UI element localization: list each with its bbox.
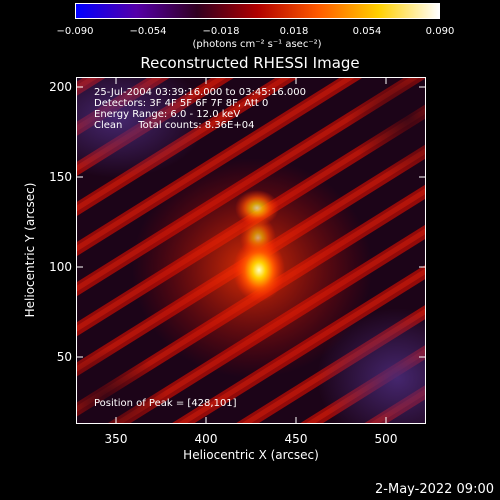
y-tick-label: 50 <box>56 350 72 364</box>
energy-range-label: Energy Range: 6.0 - 12.0 keV <box>94 109 241 120</box>
colorbar-tick: 0.018 <box>279 26 309 37</box>
time-range-label: 25-Jul-2004 03:39:16.000 to 03:45:16.000 <box>94 87 306 98</box>
y-tick-label: 200 <box>49 80 72 94</box>
x-tick-label: 450 <box>284 432 308 446</box>
x-axis-label: Heliocentric X (arcsec) <box>183 448 319 462</box>
y-tick-label: 100 <box>49 260 72 274</box>
clean-counts-label: Clean Total counts: 8.36E+04 <box>94 120 255 131</box>
colorbar-tick: −0.054 <box>129 26 167 37</box>
colorbar <box>75 3 440 19</box>
y-tick-label: 150 <box>49 170 72 184</box>
y-axis-label: Heliocentric Y (arcsec) <box>23 182 37 318</box>
colorbar-tick: −0.018 <box>202 26 240 37</box>
x-tick-label: 400 <box>194 432 218 446</box>
footer-timestamp: 2-May-2022 09:00 <box>375 482 494 497</box>
rhessi-image: 25-Jul-2004 03:39:16.000 to 03:45:16.000… <box>76 77 426 424</box>
rhessi-image-canvas <box>77 78 425 423</box>
x-tick-label: 500 <box>374 432 398 446</box>
colorbar-tick: −0.090 <box>56 26 94 37</box>
detectors-label: Detectors: 3F 4F 5F 6F 7F 8F, Att 0 <box>94 98 269 109</box>
peak-position-label: Position of Peak = [428,101] <box>94 398 237 409</box>
x-tick-label: 350 <box>104 432 128 446</box>
colorbar-tick: 0.090 <box>425 26 455 37</box>
colorbar-units: (photons cm⁻² s⁻¹ asec⁻²) <box>192 39 322 50</box>
colorbar-tick: 0.054 <box>352 26 382 37</box>
image-title: Reconstructed RHESSI Image <box>140 54 360 72</box>
